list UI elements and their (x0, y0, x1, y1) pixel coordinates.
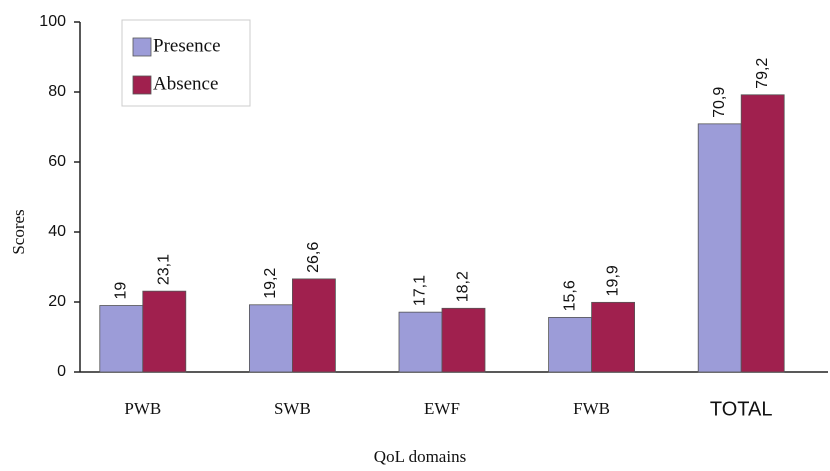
y-tick-label: 80 (48, 83, 66, 100)
legend-swatch (132, 75, 152, 95)
bar (291, 278, 336, 373)
x-tick-label: FWB (573, 399, 610, 418)
legend-label: Presence (153, 35, 221, 56)
bar (398, 311, 443, 373)
data-label: 70,9 (711, 87, 728, 118)
legend-swatch (132, 37, 152, 57)
x-tick-label: SWB (274, 399, 311, 418)
bar (591, 301, 635, 373)
data-label: 26,6 (305, 242, 322, 273)
data-label: 18,2 (455, 271, 472, 302)
y-tick-label: 40 (48, 223, 66, 240)
bar (99, 305, 144, 373)
data-label: 15,6 (561, 280, 578, 311)
bar (697, 123, 742, 373)
data-label: 19 (113, 282, 130, 300)
x-axis-label: QoL domains (374, 447, 466, 466)
y-tick-label: 100 (39, 13, 66, 30)
bar (248, 304, 293, 373)
bar (548, 316, 592, 373)
bar (740, 94, 785, 373)
bar (441, 307, 486, 373)
x-tick-label: EWF (424, 399, 460, 418)
x-tick-label: PWB (124, 399, 161, 418)
legend-label: Absence (153, 73, 218, 94)
data-label: 19,2 (262, 268, 279, 299)
bar (142, 290, 187, 373)
data-label: 17,1 (412, 275, 429, 306)
y-axis-label: Scores (9, 209, 28, 254)
data-label: 19,9 (604, 265, 621, 296)
y-tick-label: 20 (48, 293, 66, 310)
y-tick-label: 0 (57, 363, 66, 380)
y-tick-label: 60 (48, 153, 66, 170)
data-label: 23,1 (156, 254, 173, 285)
data-label: 79,2 (754, 58, 771, 89)
x-tick-label: TOTAL (710, 398, 773, 420)
